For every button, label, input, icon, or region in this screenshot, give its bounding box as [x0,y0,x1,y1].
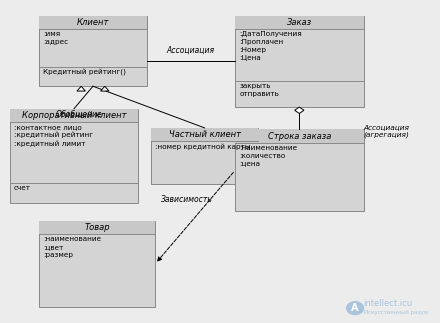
Bar [39,16,147,86]
Text: Заказ: Заказ [287,18,312,27]
Bar [39,221,155,307]
Text: Искусственный разум: Искусственный разум [363,310,427,315]
Text: A: A [352,303,359,313]
Text: счет: счет [14,185,31,191]
Text: :имя
:адрес: :имя :адрес [44,31,69,45]
Polygon shape [101,86,109,91]
Text: Обобщение: Обобщение [56,110,103,119]
Bar [151,128,258,141]
Bar [235,130,363,143]
Circle shape [347,302,363,315]
Bar [39,16,147,29]
Bar [235,130,363,211]
Text: Частный клиент: Частный клиент [169,130,241,139]
Text: Товар: Товар [84,223,110,232]
Text: :контактное лицо
:кредитный рейтинг
:кредитный лимит: :контактное лицо :кредитный рейтинг :кре… [14,124,93,147]
Text: Строка заказа: Строка заказа [268,132,331,141]
Text: :наименование
:количество
:цена: :наименование :количество :цена [239,145,297,166]
Bar [10,109,138,122]
Polygon shape [295,107,304,113]
Text: Зависимость: Зависимость [161,195,213,204]
Text: Кредитный рейтинг(): Кредитный рейтинг() [44,69,126,76]
Bar [39,221,155,234]
Text: Ассоциация
(агрегация): Ассоциация (агрегация) [364,124,410,138]
Bar [10,109,138,203]
Text: intellect.icu: intellect.icu [363,299,413,308]
Bar [235,16,363,107]
Text: :номер кредитной карты: :номер кредитной карты [155,143,251,150]
Bar [151,128,258,184]
Text: :ДатаПолучения
:Проплачен
:Номер
:Цена: :ДатаПолучения :Проплачен :Номер :Цена [239,31,302,61]
Text: Клиент: Клиент [77,18,109,27]
Text: Корпоративный клиент: Корпоративный клиент [22,111,126,120]
Text: :наименование
:цвет
:размер: :наименование :цвет :размер [44,236,102,258]
Bar [235,16,363,29]
Text: Ассоциация: Ассоциация [167,46,215,55]
Polygon shape [77,86,85,91]
Text: закрыть
отправить: закрыть отправить [239,83,279,97]
